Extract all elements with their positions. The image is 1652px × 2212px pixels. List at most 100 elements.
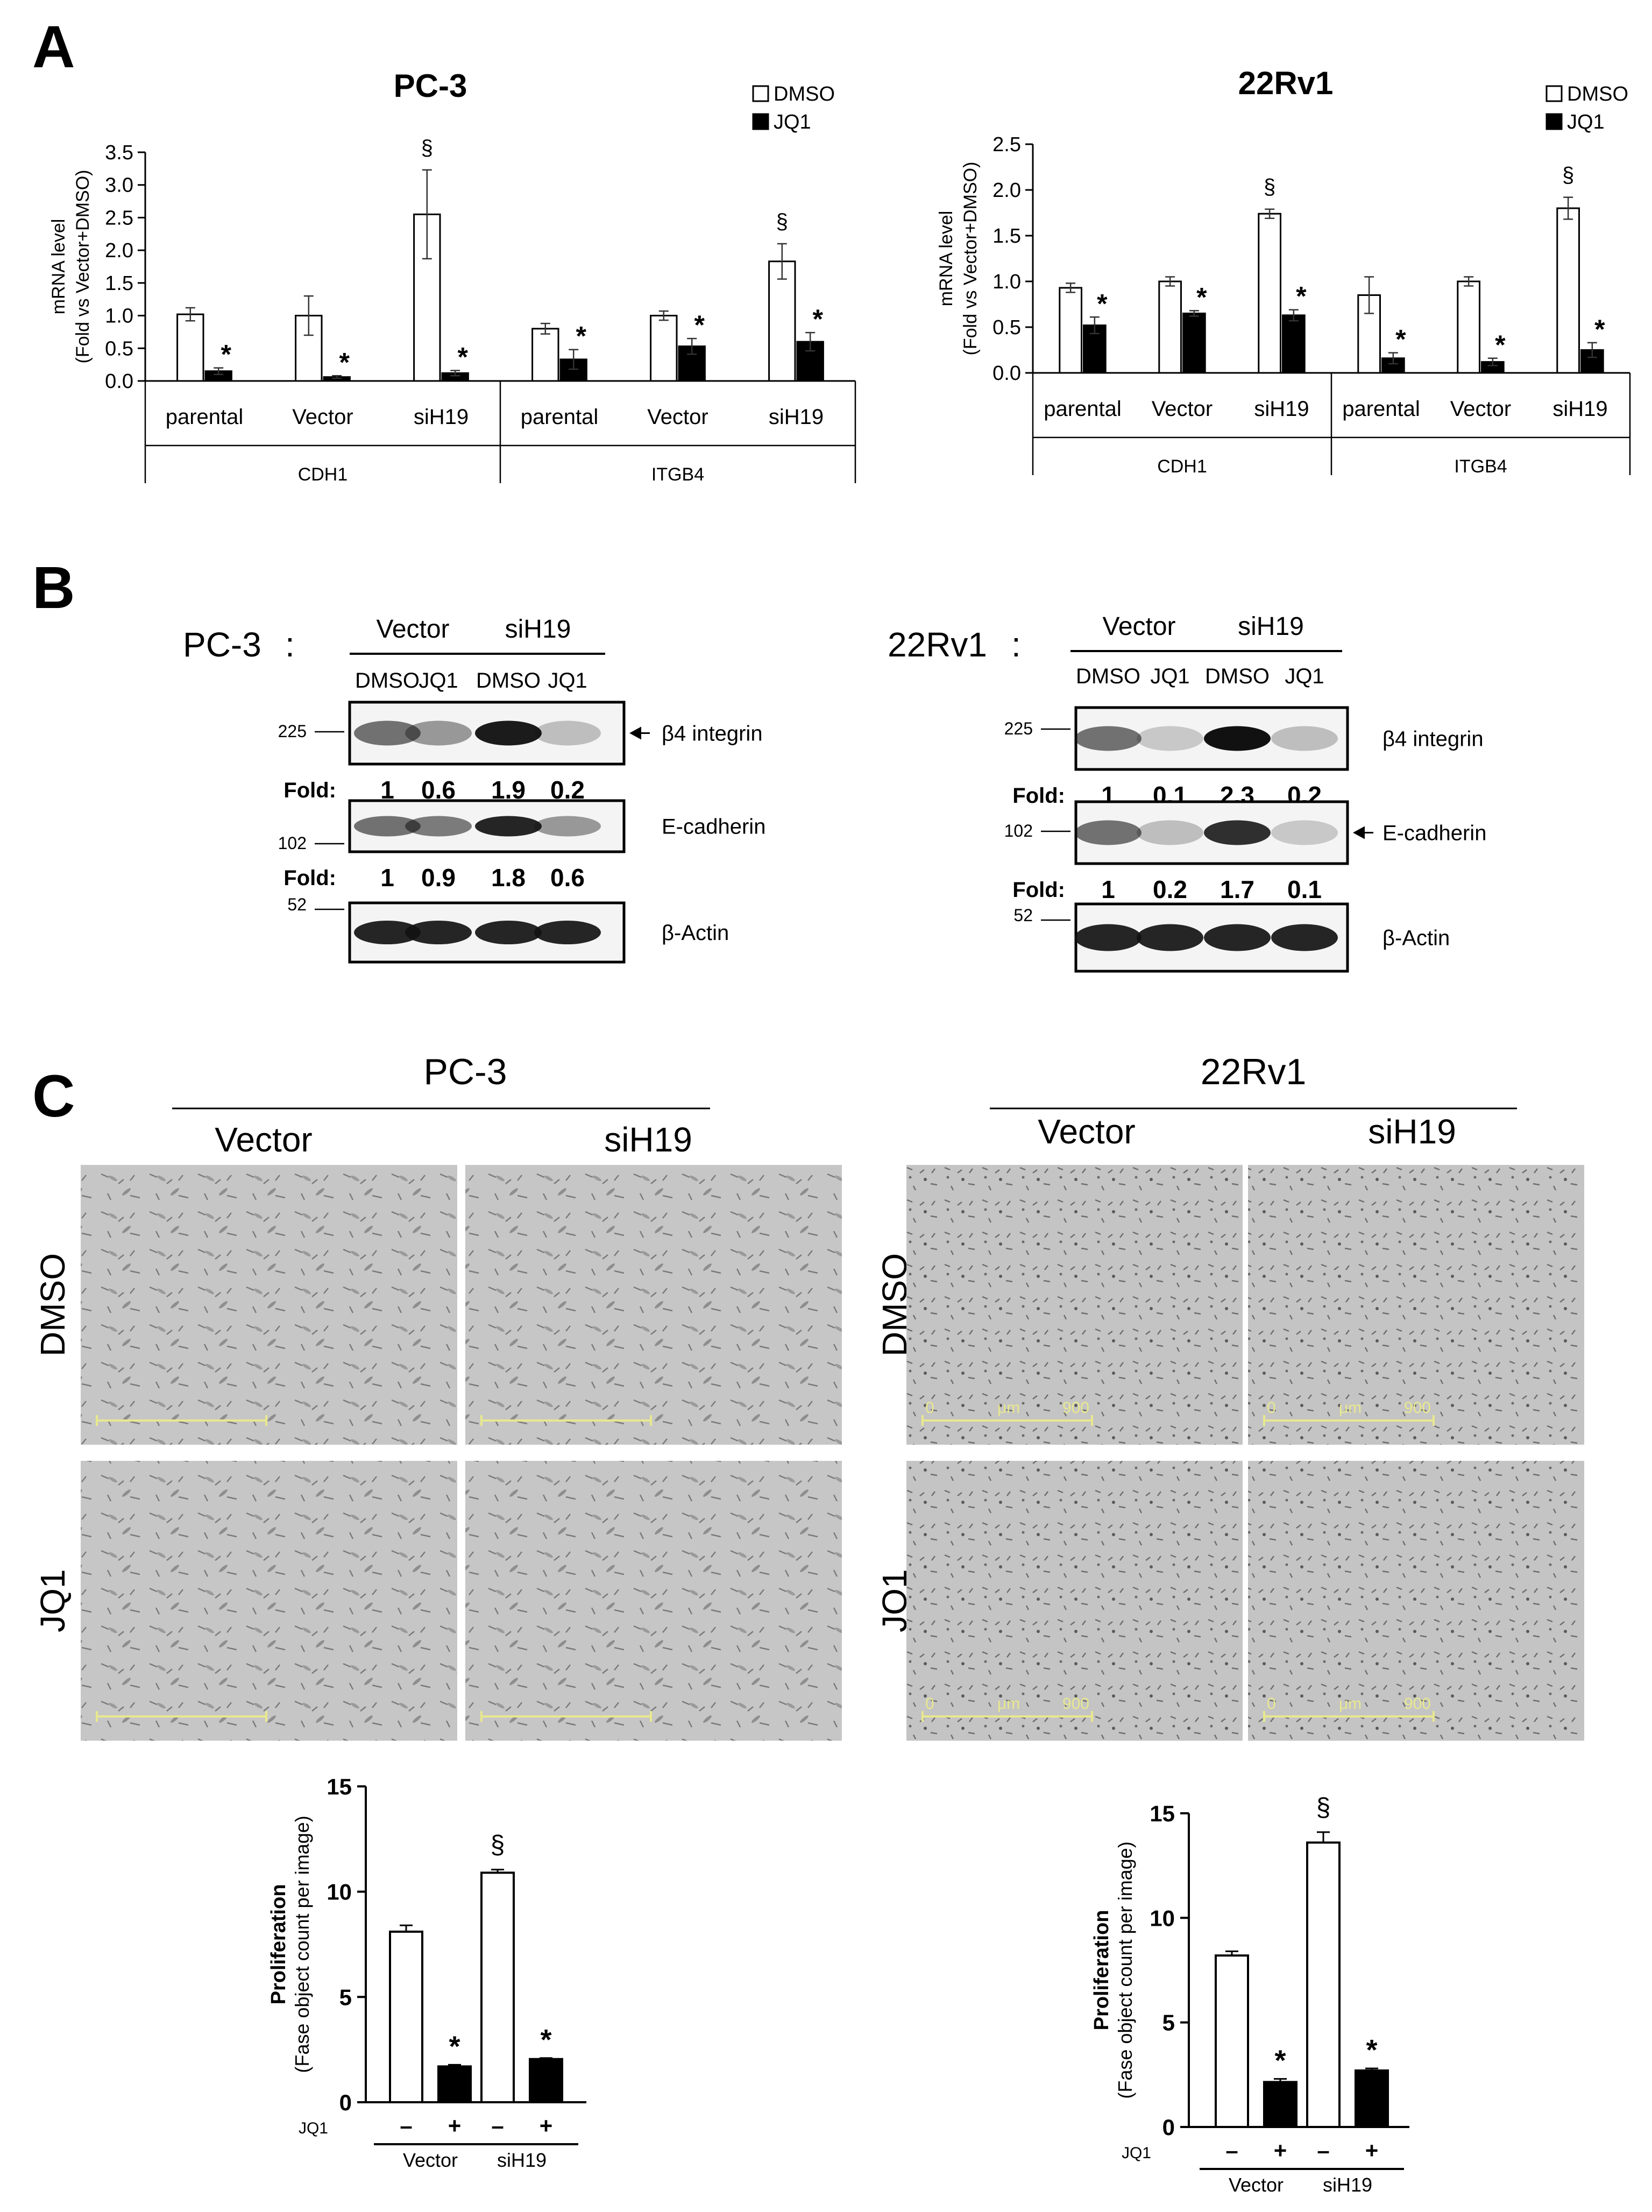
blot-fold-value: 0.2 — [1153, 875, 1187, 903]
bar — [1355, 2069, 1389, 2129]
y-tick-label: 0 — [339, 2090, 352, 2115]
y-tick-label: 0 — [1162, 2115, 1175, 2140]
group-label: siH19 — [497, 2149, 547, 2171]
category-label: parental — [1342, 397, 1420, 421]
significance-star: * — [339, 347, 350, 377]
y-tick-label: 1.5 — [992, 225, 1021, 248]
panel-label-c: C — [32, 1063, 75, 1129]
blot-band — [405, 921, 472, 944]
micrograph-image — [81, 1461, 457, 1741]
blot-lane-label: DMSO — [1205, 665, 1270, 688]
y-tick-label: 0.5 — [992, 316, 1021, 339]
micrograph-image — [1248, 1461, 1584, 1741]
group-label: siH19 — [1323, 2174, 1372, 2196]
blot-mw-marker: 102 — [1004, 821, 1033, 840]
y-tick-label: 5 — [339, 1984, 352, 2010]
blot-band — [1137, 820, 1203, 845]
blot-band — [1075, 924, 1141, 951]
bar-dmso — [531, 328, 559, 382]
significance-star: * — [1097, 288, 1108, 319]
chart-pc3-mrna: PC-3 DMSO JQ1 0.0 0.5 1.0 1.5 2.0 2.5 3.0 3.5 mRNA … — [48, 68, 856, 485]
y-tick-label: 1.0 — [992, 271, 1021, 293]
legend-swatch — [1545, 113, 1563, 130]
significance-star: * — [1196, 282, 1207, 312]
scale-bar-label: 0 — [925, 1399, 934, 1417]
significance-star: * — [576, 321, 586, 351]
blot-band — [475, 816, 542, 837]
category-label: Vector — [1152, 397, 1213, 421]
significance-section: § — [1562, 164, 1574, 187]
y-axis-label: Proliferation — [267, 1884, 290, 2005]
blot-fold-value: 1 — [380, 776, 394, 804]
blot-mw-marker: 52 — [1013, 906, 1033, 925]
significance-star: * — [694, 310, 705, 340]
blot-fold-label: Fold: — [283, 866, 336, 890]
blot-lane-label: JQ1 — [548, 669, 587, 692]
blot-band — [1075, 820, 1141, 845]
blot-band — [405, 720, 472, 746]
blot-colon: : — [1011, 625, 1021, 664]
bar — [1306, 1841, 1341, 2128]
bar-dmso — [176, 313, 204, 382]
blot-fold-value: 0.1 — [1287, 875, 1322, 903]
blot-protein-label: β-Actin — [1382, 927, 1450, 950]
legend-swatch — [752, 85, 769, 102]
y-tick-label: 2.0 — [105, 239, 133, 262]
bar-dmso — [768, 260, 796, 382]
blot-band — [1271, 820, 1338, 845]
blot-mw-marker: 225 — [278, 722, 307, 741]
category-label: parental — [1044, 397, 1122, 421]
blot-lane-label: JQ1 — [419, 669, 458, 692]
blot-fold-value: 1.9 — [491, 776, 526, 804]
blot-protein-label: E-cadherin — [662, 815, 765, 839]
category-label: siH19 — [769, 405, 824, 429]
category-label: siH19 — [1552, 397, 1607, 421]
blot-lane-label: DMSO — [476, 669, 541, 692]
y-tick-label: 2.5 — [105, 207, 133, 229]
blot-22rv1: 22Rv1: Vector siH19 DMSO JQ1 DMSO JQ1 β4 integr… — [888, 612, 1486, 973]
blot-band — [534, 921, 601, 944]
blot-fold-value: 0.6 — [421, 776, 456, 804]
blot-band — [354, 921, 421, 944]
treatment-sign: – — [400, 2113, 412, 2138]
y-tick-label: 15 — [1150, 1801, 1175, 1826]
significance-section: § — [491, 1831, 505, 1860]
blot-band — [1137, 924, 1203, 951]
legend-label: JQ1 — [1567, 111, 1605, 133]
bar — [437, 2065, 472, 2104]
blot-group-label: Vector — [376, 615, 449, 644]
scale-bar-label: 900 — [1404, 1695, 1431, 1713]
scale-bar-label: 0 — [1267, 1399, 1276, 1417]
legend-label: DMSO — [1567, 83, 1628, 105]
bar-jq1 — [1182, 313, 1206, 374]
treatment-sign: + — [1274, 2138, 1287, 2163]
y-tick-label: 15 — [327, 1774, 352, 1799]
blot-arrow-icon — [1353, 826, 1365, 839]
category-label: siH19 — [1254, 397, 1309, 421]
chart-title: PC-3 — [394, 68, 467, 104]
treatment-sign: + — [540, 2113, 553, 2138]
scale-bar-label: 0 — [925, 1695, 934, 1713]
significance-star: * — [1495, 330, 1506, 360]
scale-bar-label: μm — [997, 1399, 1020, 1417]
blot-band — [1204, 924, 1271, 951]
chart-title: 22Rv1 — [1238, 65, 1334, 101]
blot-band — [405, 816, 472, 837]
blot-band — [534, 720, 601, 746]
blot-cell-line: PC-3 — [183, 625, 261, 664]
micrograph-column-label: siH19 — [604, 1120, 692, 1159]
y-tick-label: 3.5 — [105, 142, 133, 164]
blot-fold-value: 1.7 — [1220, 875, 1254, 903]
significance-section: § — [421, 136, 433, 160]
micrographs-pc3: PC-3 Vector siH19 DMSO JQ1 — [33, 1051, 842, 1741]
y-tick-label: 10 — [327, 1879, 352, 1905]
micrograph-cell-line: PC-3 — [424, 1051, 507, 1092]
micrograph-row-label: JQ1 — [33, 1569, 72, 1632]
significance-star: * — [449, 2030, 460, 2062]
chart-22rv1-proliferation: 0 5 10 15 Proliferation (Fase object count pe… — [1090, 1793, 1409, 2196]
scale-bar-label: μm — [1339, 1399, 1362, 1417]
bar — [529, 2058, 563, 2103]
blot-lane-label: DMSO — [355, 669, 420, 692]
